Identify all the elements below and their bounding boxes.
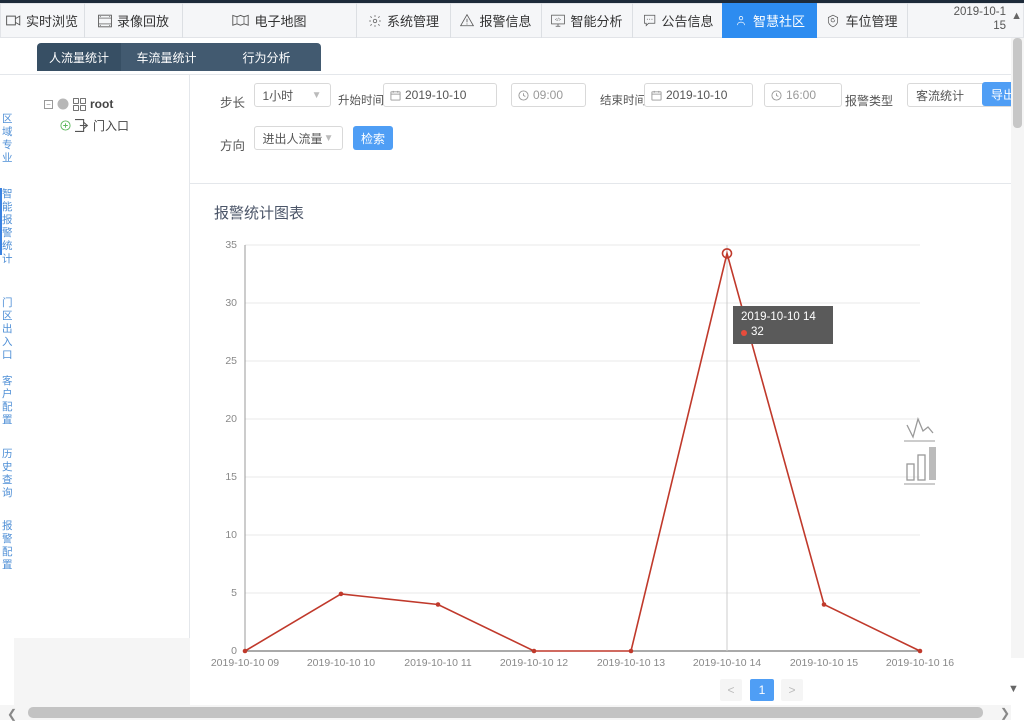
svg-text:5: 5 xyxy=(231,587,237,599)
svg-text:2019-10-10 16: 2019-10-10 16 xyxy=(886,657,954,669)
svg-text:30: 30 xyxy=(225,297,237,309)
svg-text:2019-10-10 12: 2019-10-10 12 xyxy=(500,657,568,669)
svg-text:2019-10-10 14: 2019-10-10 14 xyxy=(693,657,761,669)
svg-text:35: 35 xyxy=(225,239,237,251)
svg-text:2019-10-10 09: 2019-10-10 09 xyxy=(211,657,279,669)
svg-text:2019-10-10 11: 2019-10-10 11 xyxy=(404,657,472,669)
svg-text:20: 20 xyxy=(225,413,237,425)
svg-text:10: 10 xyxy=(225,529,237,541)
svg-text:2019-10-10 15: 2019-10-10 15 xyxy=(790,657,858,669)
svg-text:2019-10-10 10: 2019-10-10 10 xyxy=(307,657,375,669)
svg-text:25: 25 xyxy=(225,355,237,367)
svg-text:2019-10-10 13: 2019-10-10 13 xyxy=(597,657,665,669)
svg-text:</>: </> xyxy=(556,17,563,22)
svg-text:0: 0 xyxy=(231,645,237,657)
svg-text:15: 15 xyxy=(225,471,237,483)
